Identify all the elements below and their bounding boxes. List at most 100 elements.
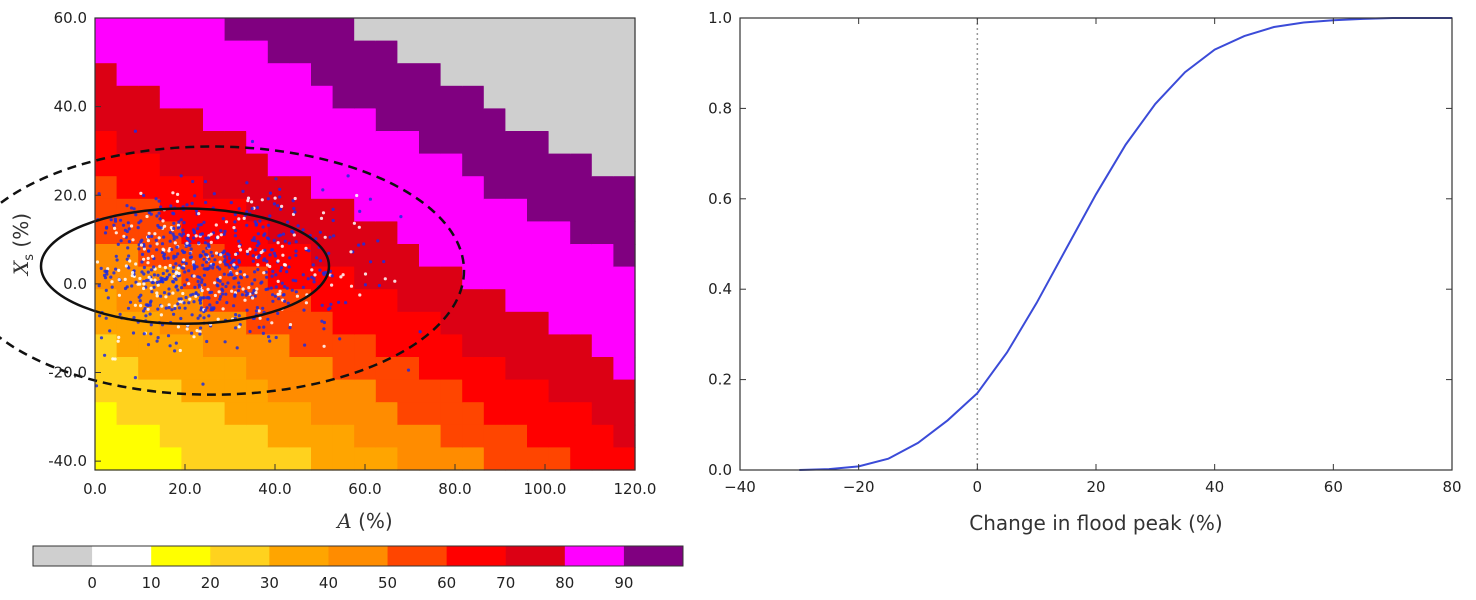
heatmap-cell bbox=[246, 18, 269, 42]
scatter-point bbox=[123, 286, 128, 291]
colorbar: 0 10 20 30 40 50 60 70 80 90 bbox=[32, 545, 684, 592]
heatmap-cell bbox=[289, 447, 312, 471]
scatter-point bbox=[273, 294, 277, 298]
heatmap-cell bbox=[419, 85, 442, 109]
heatmap-cell bbox=[138, 18, 161, 42]
heatmap-cell bbox=[419, 176, 442, 200]
heatmap-cell bbox=[483, 334, 506, 358]
scatter-point bbox=[232, 226, 236, 230]
heatmap-cell bbox=[613, 244, 636, 268]
scatter-point bbox=[205, 267, 210, 271]
scatter-point bbox=[180, 234, 184, 238]
scatter-point bbox=[138, 276, 142, 281]
scatter-point bbox=[140, 260, 144, 264]
scatter-point bbox=[146, 239, 150, 243]
scatter-point bbox=[279, 207, 283, 211]
heatmap-cell bbox=[570, 131, 593, 155]
heatmap-cell bbox=[138, 153, 161, 177]
heatmap-cell bbox=[311, 40, 334, 64]
heatmap-cell bbox=[332, 108, 355, 132]
scatter-point bbox=[219, 295, 223, 299]
heatmap-cell bbox=[440, 402, 463, 426]
heatmap-cell bbox=[613, 447, 636, 471]
scatter-point bbox=[134, 262, 138, 266]
scatter-point bbox=[149, 268, 154, 272]
heatmap-cell bbox=[203, 85, 226, 109]
scatter-point bbox=[221, 292, 225, 296]
heatmap-cell bbox=[203, 176, 226, 200]
scatter-point bbox=[188, 297, 192, 301]
scatter-point bbox=[159, 205, 163, 209]
scatter-point bbox=[198, 253, 202, 257]
scatter-point bbox=[281, 253, 285, 257]
cdf-x-tick-label: 0 bbox=[973, 478, 983, 496]
heatmap-cell bbox=[332, 289, 355, 313]
heatmap-cell bbox=[116, 447, 139, 471]
scatter-point bbox=[110, 285, 114, 289]
colorbar-swatch bbox=[151, 546, 211, 566]
scatter-point bbox=[277, 297, 281, 301]
heatmap-cell bbox=[116, 108, 139, 132]
scatter-point bbox=[246, 199, 250, 203]
heatmap-cell bbox=[116, 131, 139, 155]
heatmap-cell bbox=[397, 176, 420, 200]
heatmap-cell bbox=[332, 447, 355, 471]
heatmap-y-tick-label: 20.0 bbox=[54, 186, 87, 204]
heatmap-cell bbox=[397, 198, 420, 222]
scatter-point bbox=[259, 250, 263, 255]
colorbar-swatch bbox=[505, 546, 566, 566]
scatter-point bbox=[330, 283, 334, 287]
scatter-point bbox=[164, 306, 168, 310]
heatmap-cell bbox=[505, 131, 528, 155]
scatter-point bbox=[268, 191, 272, 195]
heatmap-cell bbox=[138, 63, 161, 87]
scatter-point bbox=[149, 323, 153, 327]
scatter-point bbox=[151, 254, 155, 258]
heatmap-cell bbox=[159, 153, 182, 177]
heatmap-cell bbox=[159, 357, 182, 381]
colorbar-swatch bbox=[269, 546, 329, 566]
scatter-point bbox=[142, 332, 146, 336]
heatmap-cell bbox=[138, 357, 161, 381]
scatter-point bbox=[126, 306, 131, 310]
colorbar-swatch bbox=[564, 546, 625, 566]
scatter-point bbox=[271, 293, 275, 297]
scatter-point bbox=[199, 326, 203, 330]
scatter-point bbox=[130, 284, 134, 288]
scatter-point bbox=[176, 302, 180, 306]
scatter-point bbox=[182, 258, 186, 262]
scatter-point bbox=[271, 299, 275, 303]
heatmap-cell bbox=[116, 289, 139, 313]
scatter-point bbox=[198, 314, 202, 318]
scatter-point bbox=[148, 244, 152, 248]
scatter-point bbox=[155, 242, 159, 246]
scatter-point bbox=[167, 292, 171, 296]
scatter-point bbox=[302, 308, 306, 312]
heatmap-cell bbox=[289, 131, 312, 155]
heatmap-cell bbox=[440, 63, 463, 87]
heatmap-cell bbox=[159, 131, 182, 155]
heatmap-cell bbox=[311, 18, 334, 42]
heatmap-cell bbox=[289, 40, 312, 64]
cdf-x-ticks: −40 −20 0 20 40 60 80 bbox=[724, 18, 1462, 496]
heatmap-cell bbox=[570, 334, 593, 358]
scatter-point bbox=[220, 287, 224, 291]
scatter-point bbox=[288, 256, 292, 260]
scatter-point bbox=[250, 238, 254, 242]
heatmap-cell bbox=[462, 176, 485, 200]
heatmap-cell bbox=[159, 402, 182, 426]
scatter-point bbox=[185, 327, 189, 331]
heatmap-cell bbox=[311, 131, 334, 155]
heatmap-y-unit: (%) bbox=[9, 213, 33, 254]
heatmap-cell bbox=[397, 18, 420, 42]
scatter-point bbox=[377, 283, 381, 288]
heatmap-cell bbox=[203, 108, 226, 132]
heatmap-cell bbox=[116, 85, 139, 109]
heatmap-cell bbox=[203, 424, 226, 448]
heatmap-cell bbox=[267, 63, 290, 87]
scatter-point bbox=[250, 200, 254, 204]
scatter-point bbox=[232, 285, 236, 289]
heatmap-cell bbox=[440, 424, 463, 448]
scatter-point bbox=[323, 235, 327, 239]
heatmap-cell bbox=[311, 289, 334, 313]
